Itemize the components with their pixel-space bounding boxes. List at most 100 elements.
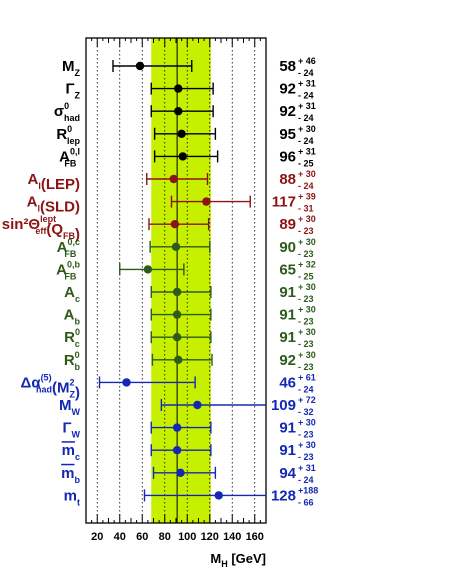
value-label: 91 — [279, 284, 296, 301]
label-symbol: A — [64, 284, 75, 301]
value-label: 91 — [279, 420, 296, 437]
label-symbol: m — [61, 465, 74, 482]
label-suffix-end: ) — [75, 384, 80, 401]
error-minus-label: - 24 — [298, 475, 314, 485]
label-sup: 0 — [75, 327, 80, 337]
value-label: 128 — [271, 487, 296, 504]
label-suffix-sub: Z — [70, 389, 76, 399]
measurement-label: R0 b — [64, 350, 81, 372]
value-label: 95 — [279, 126, 296, 143]
error-plus-label: + 30 — [298, 440, 316, 450]
data-point — [178, 152, 187, 161]
data-row: R0 lep 95 + 30 - 24 — [56, 124, 315, 146]
data-row: Δα(5) had(M2 Z) 46 + 61 - 24 — [21, 372, 316, 401]
x-tick-label: 120 — [201, 531, 219, 543]
error-plus-label: + 30 — [298, 282, 316, 292]
data-point — [172, 310, 182, 319]
measurement-label: Al(SLD) — [27, 194, 80, 216]
label-sub: t — [77, 497, 80, 507]
label-sub: b — [75, 475, 81, 485]
label-sup: 0,b — [67, 259, 81, 269]
error-minus-label: - 24 — [298, 91, 314, 101]
measurement-label: mc — [62, 442, 80, 462]
data-point — [172, 333, 182, 342]
measurement-label: ΓW — [62, 420, 80, 440]
label-suffix-end: ) — [75, 226, 80, 243]
label-symbol: A — [59, 148, 70, 165]
label-sub: lep — [67, 136, 81, 146]
value-label: 96 — [279, 148, 296, 165]
error-minus-label: - 31 — [298, 204, 314, 214]
measurement-label: σ0 had — [54, 101, 80, 123]
data-point — [122, 378, 131, 387]
data-row: Ab 91 + 30 - 23 — [64, 305, 316, 327]
x-tick-label: 40 — [114, 531, 126, 543]
data-row: A0,l FB 96 + 31 - 25 — [59, 146, 316, 168]
label-sup: lept — [40, 214, 56, 224]
error-minus-label: - 25 — [298, 158, 314, 168]
label-symbol: A — [27, 171, 38, 188]
label-sub: W — [72, 430, 81, 440]
error-plus-label: + 31 — [298, 146, 316, 156]
x-tick-label: 100 — [178, 531, 196, 543]
label-sup: (5) — [41, 372, 52, 382]
measurement-label: mb — [61, 465, 80, 485]
error-minus-label: - 66 — [298, 497, 314, 507]
x-axis-label-unit: [GeV] — [228, 551, 266, 566]
error-plus-label: + 31 — [298, 463, 316, 473]
label-sub: c — [75, 294, 80, 304]
error-minus-label: - 23 — [298, 362, 314, 372]
value-label: 92 — [279, 81, 296, 98]
measurement-label: ΓZ — [65, 81, 80, 101]
data-row: mc 91 + 30 - 23 — [62, 440, 316, 462]
label-sub: c — [75, 452, 80, 462]
x-tick-label: 60 — [136, 531, 148, 543]
label-symbol: Γ — [65, 81, 74, 98]
data-point — [170, 220, 180, 229]
data-row: Ac 91 + 30 - 23 — [64, 282, 316, 304]
data-row: mt 128 +188 - 66 — [64, 485, 319, 507]
data-row: A0,c FB 90 + 30 - 23 — [57, 237, 316, 259]
data-point — [172, 446, 182, 455]
data-point — [174, 355, 183, 364]
measurement-label: MW — [59, 397, 81, 417]
label-sup: 0 — [67, 124, 72, 134]
value-label: 117 — [272, 194, 296, 211]
label-symbol: A — [57, 239, 68, 256]
error-plus-label: + 30 — [298, 327, 316, 337]
data-row: R0 c 91 + 30 - 23 — [64, 327, 316, 349]
label-sup: 0,c — [67, 237, 80, 247]
label-sub: eff — [35, 226, 47, 236]
data-point — [172, 423, 182, 432]
error-plus-label: + 46 — [298, 56, 316, 66]
value-label: 91 — [279, 329, 296, 346]
measurement-label: A0,c FB — [57, 237, 80, 259]
measurement-label: R0 c — [64, 327, 80, 349]
label-suffix-sup: 2 — [69, 377, 74, 387]
label-sub: had — [64, 113, 80, 123]
data-row: ΓZ 92 + 31 - 24 — [65, 79, 315, 101]
measurement-label: sin²Θlept eff(QFB) — [2, 214, 80, 243]
x-axis-label-main: M — [210, 551, 221, 566]
error-minus-label: - 24 — [298, 181, 314, 191]
error-plus-label: + 32 — [298, 259, 316, 269]
label-sub: had — [36, 384, 52, 394]
measurement-label: A0,b FB — [56, 259, 80, 281]
uncertainty-band — [151, 38, 211, 523]
label-sub: l — [37, 204, 40, 214]
measurement-label: A0,l FB — [59, 146, 80, 168]
label-suffix: (Q — [46, 221, 63, 238]
data-point — [176, 468, 185, 477]
x-axis-label: MH [GeV] — [210, 551, 266, 569]
measurement-label: Ac — [64, 284, 80, 304]
error-plus-label: + 72 — [298, 395, 316, 405]
x-tick-label: 160 — [246, 531, 264, 543]
data-point — [174, 107, 183, 116]
measurement-label: Ab — [64, 307, 81, 327]
error-minus-label: - 24 — [298, 384, 314, 394]
value-label: 91 — [279, 307, 296, 324]
error-minus-label: - 23 — [298, 249, 314, 259]
label-sub: FB — [64, 271, 76, 281]
error-plus-label: + 31 — [298, 79, 316, 89]
data-row: ΓW 91 + 30 - 23 — [62, 418, 315, 440]
